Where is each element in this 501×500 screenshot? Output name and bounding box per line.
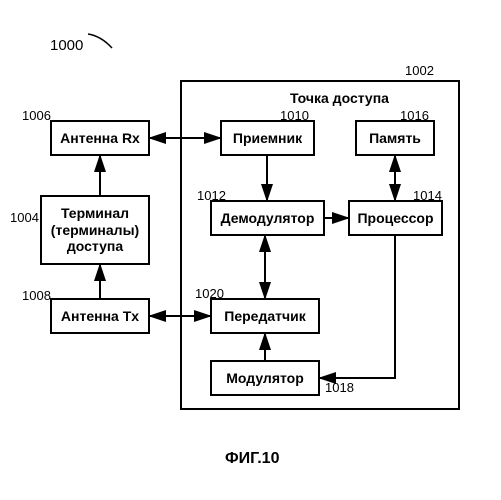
demod-ref: 1012 — [197, 188, 226, 203]
demod-box: Демодулятор — [210, 200, 325, 236]
container-ref-label: 1002 — [405, 63, 434, 78]
modulator-ref: 1018 — [325, 380, 354, 395]
memory-ref: 1016 — [400, 108, 429, 123]
main-reference-label: 1000 — [50, 30, 118, 54]
processor-ref: 1014 — [413, 188, 442, 203]
memory-box: Память — [355, 120, 435, 156]
terminal-ref: 1004 — [10, 210, 39, 225]
antenna-tx-ref: 1008 — [22, 288, 51, 303]
receiver-ref: 1010 — [280, 108, 309, 123]
antenna-rx-ref: 1006 — [22, 108, 51, 123]
terminal-box: Терминал (терминалы) доступа — [40, 195, 150, 265]
transmitter-ref: 1020 — [195, 286, 224, 301]
receiver-box: Приемник — [220, 120, 315, 156]
antenna-tx-box: Антенна Tx — [50, 298, 150, 334]
container-title: Точка доступа — [290, 90, 389, 106]
diagram-canvas: 1000 Точка доступа 1002 Антенна Rx 1006 … — [0, 0, 501, 500]
processor-box: Процессор — [348, 200, 443, 236]
antenna-rx-box: Антенна Rx — [50, 120, 150, 156]
figure-caption: ФИГ.10 — [225, 450, 279, 468]
modulator-box: Модулятор — [210, 360, 320, 396]
transmitter-box: Передатчик — [210, 298, 320, 334]
